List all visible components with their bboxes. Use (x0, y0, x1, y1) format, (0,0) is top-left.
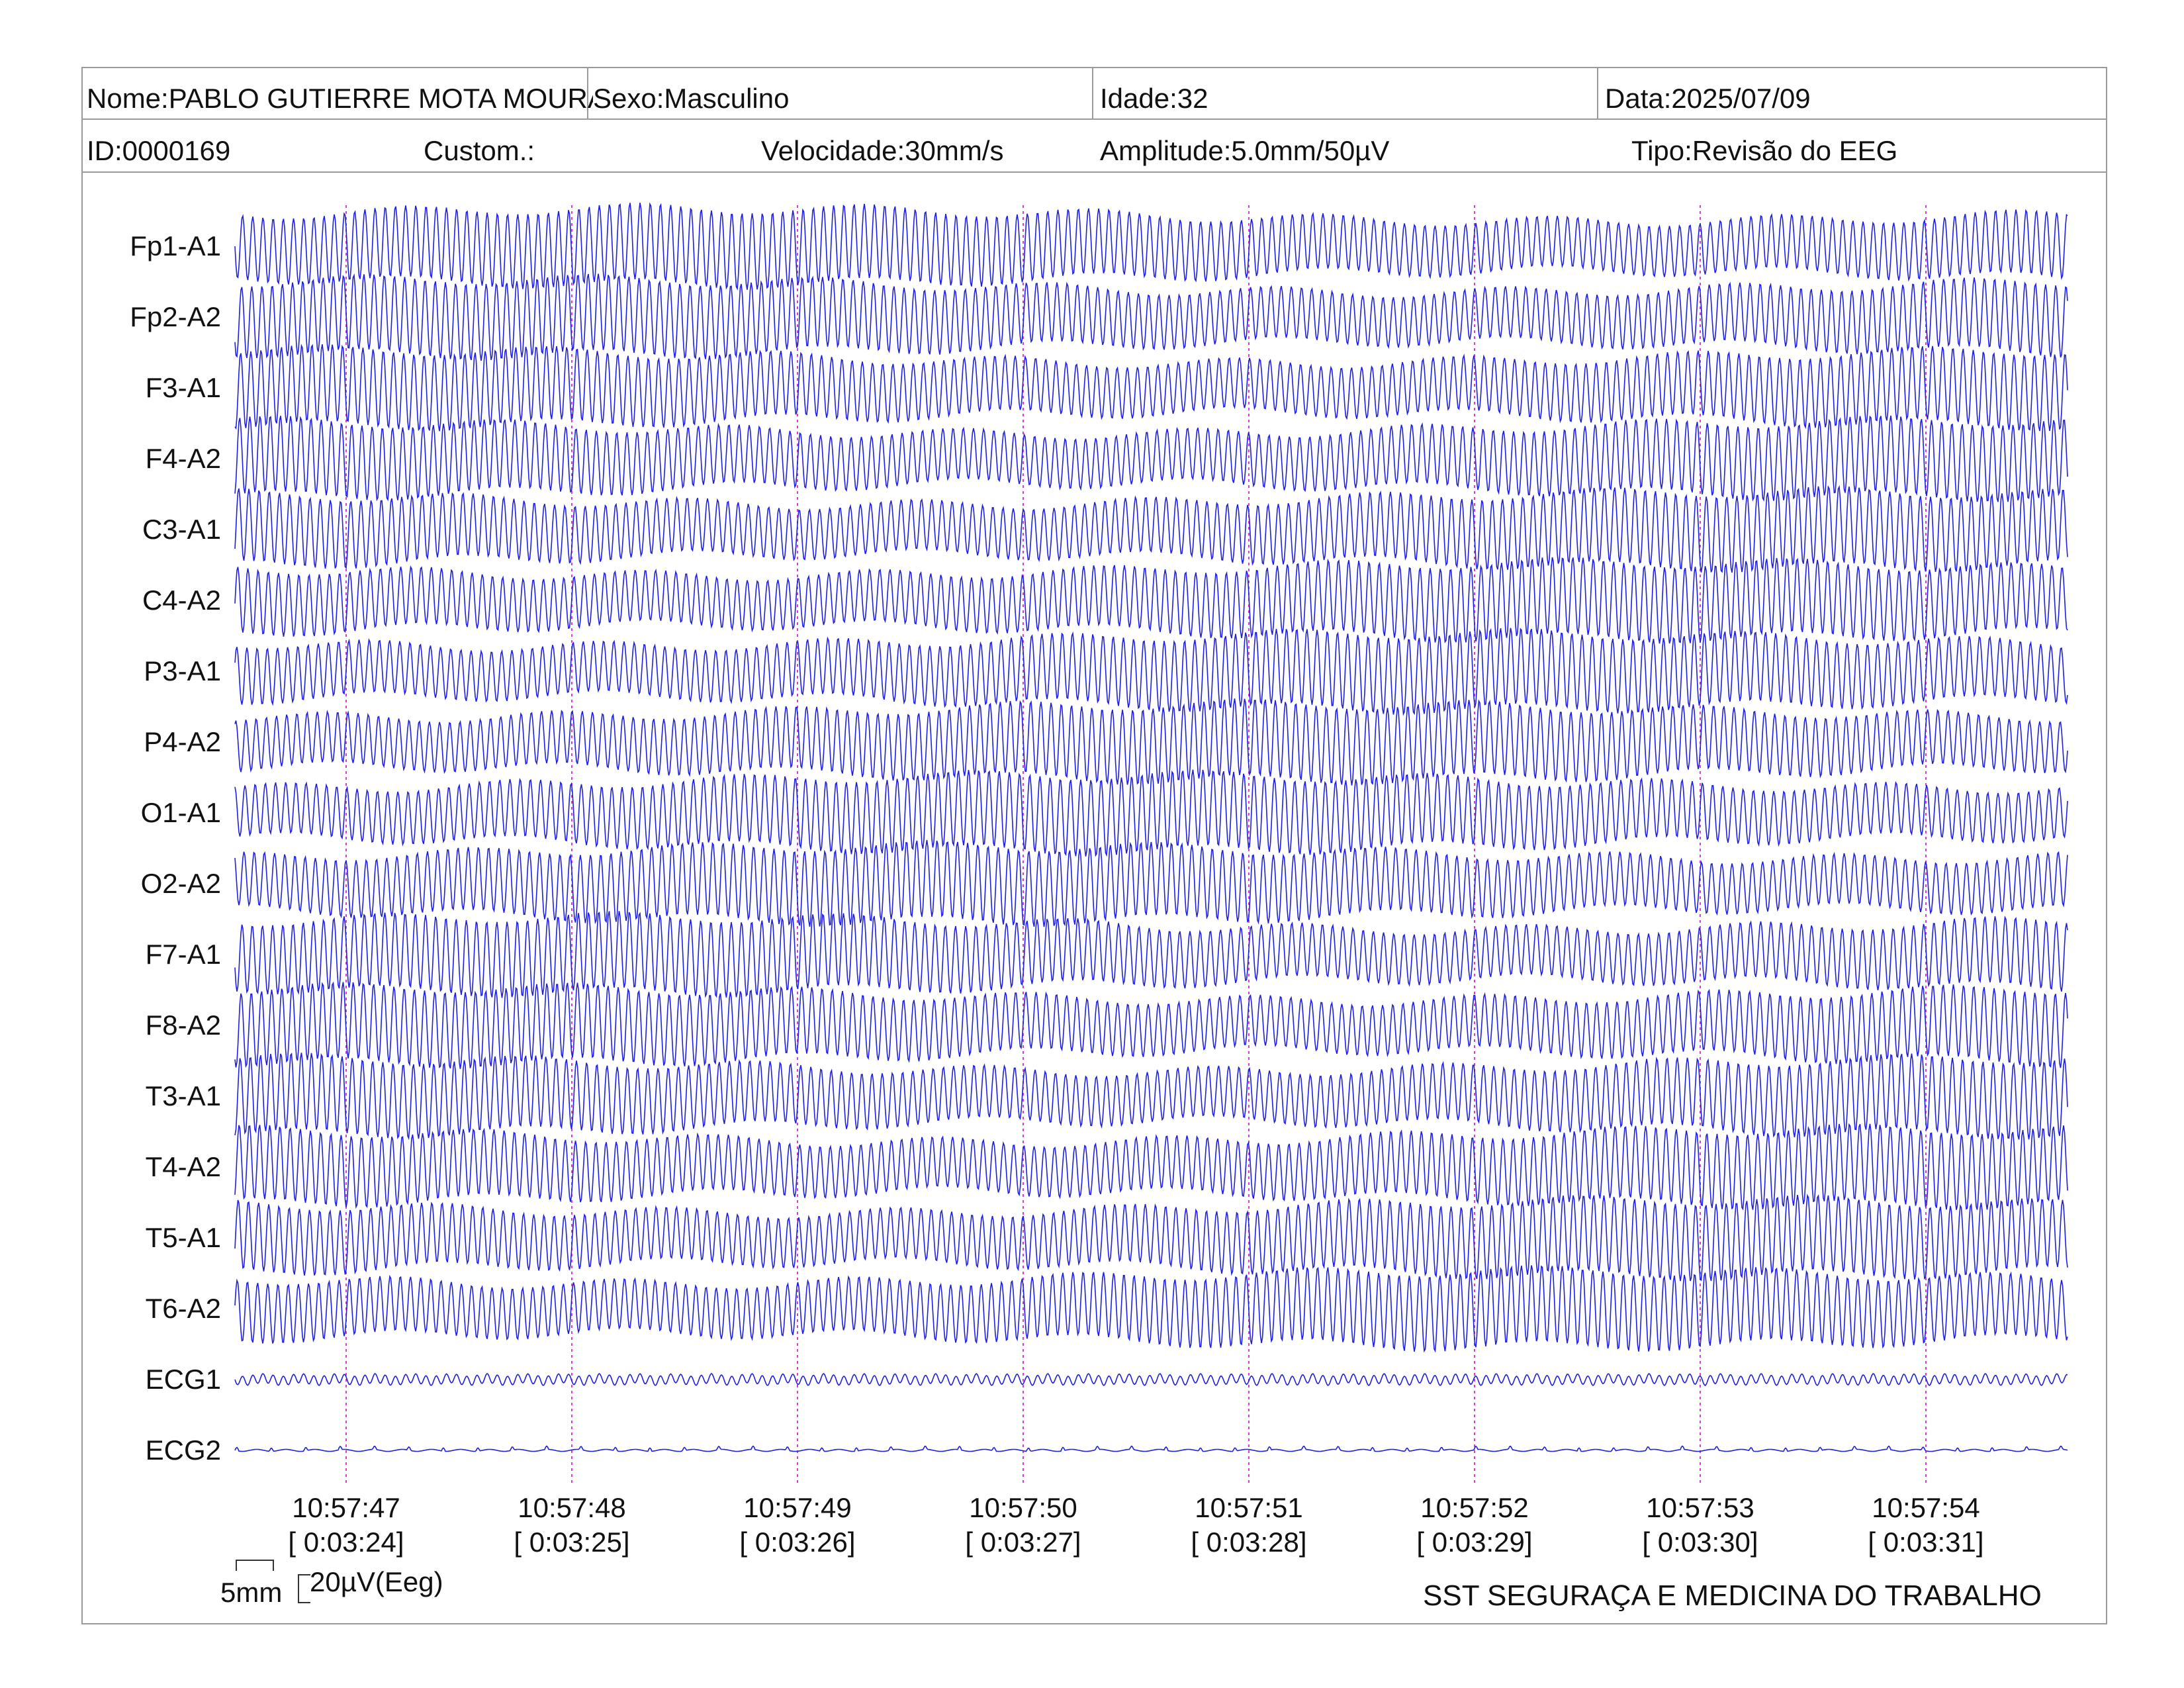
channel-label: Fp1-A1 (130, 230, 221, 261)
time-mark-label: 10:57:47[ 0:03:24] (260, 1491, 432, 1560)
clock-time: 10:57:48 (518, 1492, 626, 1523)
time-mark-label: 10:57:54[ 0:03:31] (1840, 1491, 2012, 1560)
organization-name: SST SEGURAÇA E MEDICINA DO TRABALHO (1423, 1579, 2042, 1612)
channel-label: P4-A2 (144, 726, 221, 757)
channel-trace (234, 839, 2068, 927)
elapsed-time: [ 0:03:26] (739, 1526, 856, 1558)
channel-trace (234, 344, 2068, 432)
channel-trace (234, 769, 2068, 857)
channel-trace (234, 628, 2068, 716)
elapsed-time: [ 0:03:29] (1416, 1526, 1533, 1558)
time-mark-label: 10:57:48[ 0:03:25] (486, 1491, 658, 1560)
channel-label: ECG1 (145, 1364, 221, 1395)
elapsed-time: [ 0:03:28] (1191, 1526, 1307, 1558)
channel-label: F8-A2 (145, 1009, 221, 1041)
channel-trace (234, 415, 2068, 502)
patient-id: ID:0000169 (87, 135, 231, 166)
custom-field: Custom.: (424, 135, 535, 166)
time-scale-label: 5mm (220, 1577, 283, 1608)
channel-label: ECG2 (145, 1434, 221, 1466)
clock-time: 10:57:49 (743, 1492, 852, 1523)
elapsed-time: [ 0:03:25] (514, 1526, 630, 1558)
clock-time: 10:57:53 (1646, 1492, 1754, 1523)
report-frame (81, 67, 2107, 1624)
channel-label: F7-A1 (145, 939, 221, 970)
amplitude-setting: Amplitude:5.0mm/50µV (1100, 135, 1390, 166)
channel-label: C4-A2 (142, 585, 221, 616)
patient-name: Nome:PABLO GUTIERRE MOTA MOURA (87, 83, 606, 114)
elapsed-time: [ 0:03:27] (965, 1526, 1081, 1558)
channel-trace (234, 202, 2068, 291)
channel-trace (234, 1053, 2068, 1141)
channel-label: O2-A2 (140, 868, 221, 899)
speed-setting: Velocidade:30mm/s (761, 135, 1004, 166)
time-mark-label: 10:57:49[ 0:03:26] (711, 1491, 884, 1560)
patient-age: Idade:32 (1100, 83, 1208, 114)
clock-time: 10:57:51 (1195, 1492, 1303, 1523)
channel-label: T4-A2 (145, 1151, 221, 1182)
clock-time: 10:57:52 (1420, 1492, 1529, 1523)
channel-trace (234, 557, 2068, 644)
channel-trace (234, 1372, 2068, 1387)
channel-label: T5-A1 (145, 1222, 221, 1253)
channel-label: F4-A2 (145, 443, 221, 474)
time-mark-label: 10:57:53[ 0:03:30] (1614, 1491, 1786, 1560)
time-mark-label: 10:57:50[ 0:03:27] (937, 1491, 1109, 1560)
channel-label: P3-A1 (144, 655, 221, 686)
clock-time: 10:57:50 (969, 1492, 1077, 1523)
clock-time: 10:57:47 (292, 1492, 400, 1523)
channel-trace (234, 698, 2068, 786)
channel-trace (234, 1445, 2068, 1452)
exam-type: Tipo:Revisão do EEG (1631, 135, 1898, 166)
patient-sex: Sexo:Masculino (593, 83, 790, 114)
channel-label: T6-A2 (145, 1293, 221, 1324)
channel-trace (234, 911, 2068, 998)
channel-label: T3-A1 (145, 1080, 221, 1111)
channel-trace (234, 273, 2068, 361)
channel-label: O1-A1 (140, 797, 221, 828)
elapsed-time: [ 0:03:30] (1642, 1526, 1758, 1558)
elapsed-time: [ 0:03:31] (1868, 1526, 1984, 1558)
header-divider (1597, 68, 1598, 120)
channel-label: C3-A1 (142, 514, 221, 545)
header-row-2 (83, 120, 2106, 173)
channel-trace (234, 485, 2068, 573)
channel-trace (234, 1194, 2068, 1282)
time-mark-label: 10:57:52[ 0:03:29] (1388, 1491, 1561, 1560)
channel-label: Fp2-A2 (130, 301, 221, 332)
channel-trace (234, 981, 2068, 1069)
header-divider (1092, 68, 1093, 120)
clock-time: 10:57:54 (1872, 1492, 1980, 1523)
elapsed-time: [ 0:03:24] (288, 1526, 404, 1558)
amplitude-scale-label: 20µV(Eeg) (310, 1566, 443, 1597)
channel-trace (234, 1265, 2068, 1353)
exam-date: Data:2025/07/09 (1605, 83, 1811, 114)
header-row-1 (83, 68, 2106, 120)
header-divider (587, 68, 588, 120)
channel-trace (234, 1123, 2068, 1211)
channel-label: F3-A1 (145, 372, 221, 403)
time-mark-label: 10:57:51[ 0:03:28] (1163, 1491, 1335, 1560)
amplitude-scale-icon (298, 1574, 310, 1603)
scale-bar-icon (236, 1560, 274, 1571)
